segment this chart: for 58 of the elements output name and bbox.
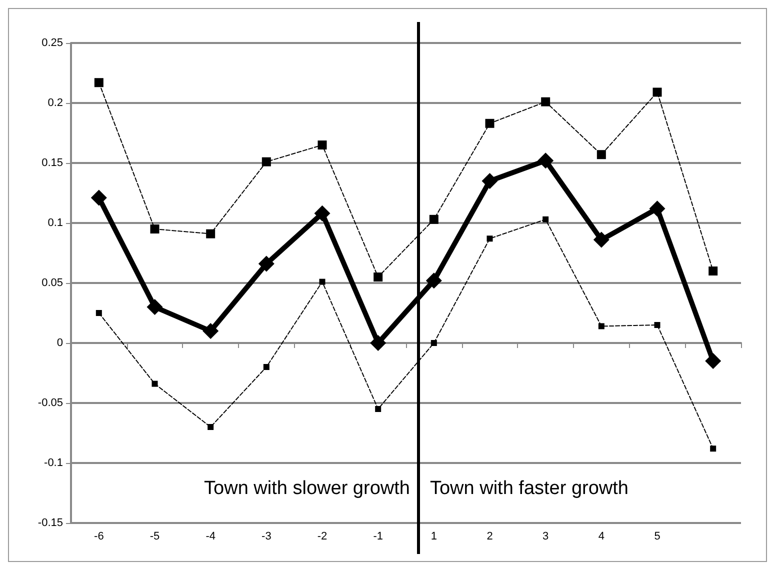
point: [485, 118, 494, 128]
point: [426, 272, 442, 289]
point: [710, 446, 716, 452]
y-tick-label: -0.1: [44, 457, 63, 469]
point: [538, 152, 554, 169]
y-tick-label: 0.2: [48, 97, 63, 109]
x-tick-label: 1: [430, 530, 437, 542]
point: [90, 190, 107, 206]
point: [258, 256, 274, 272]
point: [206, 229, 216, 238]
y-tick-label: 0: [56, 337, 63, 349]
x-tick-label: -5: [150, 530, 160, 542]
point: [94, 78, 104, 88]
x-tick-label: 4: [598, 530, 604, 542]
point: [146, 299, 163, 315]
y-tick-label: 0.1: [48, 217, 63, 229]
annotation: Town with slower growth: [204, 478, 410, 499]
y-tick-label: 0.05: [42, 277, 63, 289]
point: [429, 214, 438, 224]
point: [598, 323, 604, 330]
point: [541, 97, 550, 106]
x-tick-label: -3: [262, 530, 272, 542]
point: [596, 150, 606, 160]
point: [319, 278, 326, 285]
point: [486, 236, 493, 242]
point: [208, 424, 214, 430]
point: [314, 205, 330, 222]
x-tick-label: 3: [542, 530, 549, 542]
point: [705, 353, 722, 369]
x-tick-label: 5: [654, 530, 660, 542]
x-tick-label: -2: [317, 530, 328, 542]
annotation: Town with faster growth: [430, 478, 628, 499]
y-tick-label: -0.05: [38, 397, 63, 409]
x-tick-label: -4: [206, 530, 216, 542]
x-tick-label: 2: [486, 530, 493, 542]
point: [202, 323, 219, 339]
point: [370, 335, 386, 351]
point: [593, 232, 610, 248]
y-tick-label: -0.15: [38, 517, 63, 529]
point: [652, 88, 662, 97]
point: [96, 310, 102, 316]
point: [430, 340, 437, 346]
point: [654, 322, 660, 328]
point: [263, 364, 270, 370]
point: [649, 200, 666, 217]
point: [150, 224, 160, 234]
point: [482, 173, 498, 189]
point: [708, 266, 718, 276]
point: [374, 272, 383, 282]
point: [318, 140, 327, 150]
point: [375, 406, 382, 412]
y-tick-label: 0.15: [42, 157, 63, 169]
x-tick-label: -1: [373, 530, 383, 542]
y-tick-label: 0.25: [42, 37, 63, 49]
point: [262, 157, 271, 166]
point: [542, 216, 549, 222]
point: [152, 380, 158, 387]
x-tick-label: -6: [94, 530, 104, 542]
